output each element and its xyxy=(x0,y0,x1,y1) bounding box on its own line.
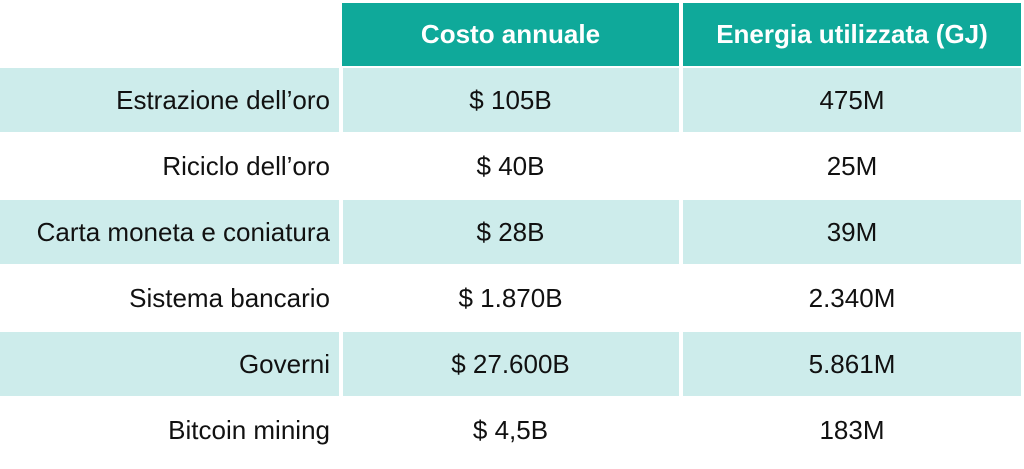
row-background xyxy=(0,332,1021,396)
cell-costo-annuale: $ 40B xyxy=(476,150,545,181)
cell-row-label: Sistema bancario xyxy=(129,282,330,313)
table-row: Governi $ 27.600B 5.861M xyxy=(0,332,1024,396)
column-divider xyxy=(339,68,343,132)
cell-costo-annuale: $ 4,5B xyxy=(472,414,549,445)
cell-costo-annuale: $ 1.870B xyxy=(458,282,563,313)
column-divider xyxy=(339,332,343,396)
cell-costo-annuale: $ 28B xyxy=(476,216,545,247)
header-costo-annuale: Costo annuale xyxy=(342,3,679,66)
column-divider xyxy=(679,200,683,264)
row-background xyxy=(0,266,1021,330)
cell-row-label: Bitcoin mining xyxy=(168,414,330,445)
cell-costo-annuale: $ 27.600B xyxy=(451,348,570,379)
table-row: Carta moneta e coniatura $ 28B 39M xyxy=(0,200,1024,264)
cell-energia-utilizzata: 25M xyxy=(826,150,878,181)
row-background xyxy=(0,68,1021,132)
column-divider xyxy=(339,200,343,264)
cell-row-label: Riciclo dell’oro xyxy=(162,150,330,181)
column-divider xyxy=(679,68,683,132)
cell-row-label: Governi xyxy=(238,348,330,379)
cell-energia-utilizzata: 183M xyxy=(819,414,885,445)
header-energia-utilizzata: Energia utilizzata (GJ) xyxy=(683,3,1021,66)
table-row: Bitcoin mining $ 4,5B 183M xyxy=(0,398,1024,462)
table-row: Sistema bancario $ 1.870B 2.340M xyxy=(0,266,1024,330)
cell-row-label: Carta moneta e coniatura xyxy=(36,216,330,247)
cell-costo-annuale: $ 105B xyxy=(469,84,552,115)
table-row: Riciclo dell’oro $ 40B 25M xyxy=(0,134,1024,198)
cell-energia-utilizzata: 39M xyxy=(826,216,878,247)
row-background xyxy=(0,200,1021,264)
column-divider xyxy=(679,332,683,396)
row-background xyxy=(0,398,1021,462)
table-header-row: Costo annuale Energia utilizzata (GJ) xyxy=(0,0,1024,68)
cell-row-label: Estrazione dell’oro xyxy=(116,84,330,115)
cell-energia-utilizzata: 475M xyxy=(819,84,885,115)
cell-energia-utilizzata: 2.340M xyxy=(808,282,896,313)
table-row: Estrazione dell’oro $ 105B 475M xyxy=(0,68,1024,132)
cell-energia-utilizzata: 5.861M xyxy=(808,348,896,379)
row-background xyxy=(0,134,1021,198)
